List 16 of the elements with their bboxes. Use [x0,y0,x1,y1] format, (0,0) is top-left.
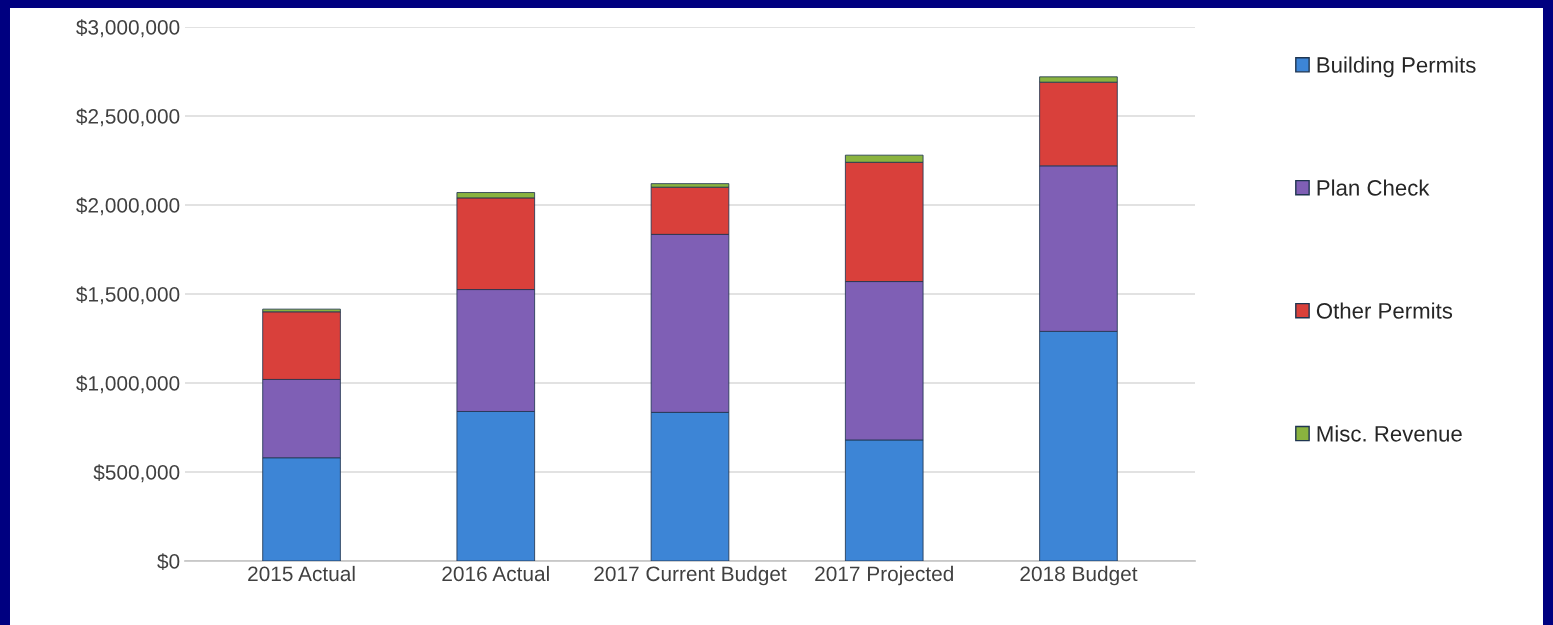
y-tick-label: $3,000,000 [76,19,180,38]
x-tick-label: 2017 Current Budget [594,565,787,586]
y-tick-label: $2,000,000 [76,197,180,216]
legend-label: Misc. Revenue [1317,425,1462,442]
legend-label: Building Permits [1317,56,1476,78]
y-tick-label: $500,000 [93,464,180,483]
x-tick-label: 2016 Actual [442,565,549,582]
x-tick-label: 2017 Projected [815,565,953,586]
y-tick-label: $2,500,000 [76,108,180,127]
x-tick-label: 2015 Actual [248,565,355,582]
legend-label: Plan Check [1317,179,1430,196]
legend-label: Other Permits [1316,302,1453,319]
y-tick-label: $0 [157,553,180,570]
y-tick-label: $1,500,000 [76,286,180,305]
x-tick-label: 2018 Budget [1020,565,1138,586]
y-tick-label: $1,000,000 [76,375,180,394]
